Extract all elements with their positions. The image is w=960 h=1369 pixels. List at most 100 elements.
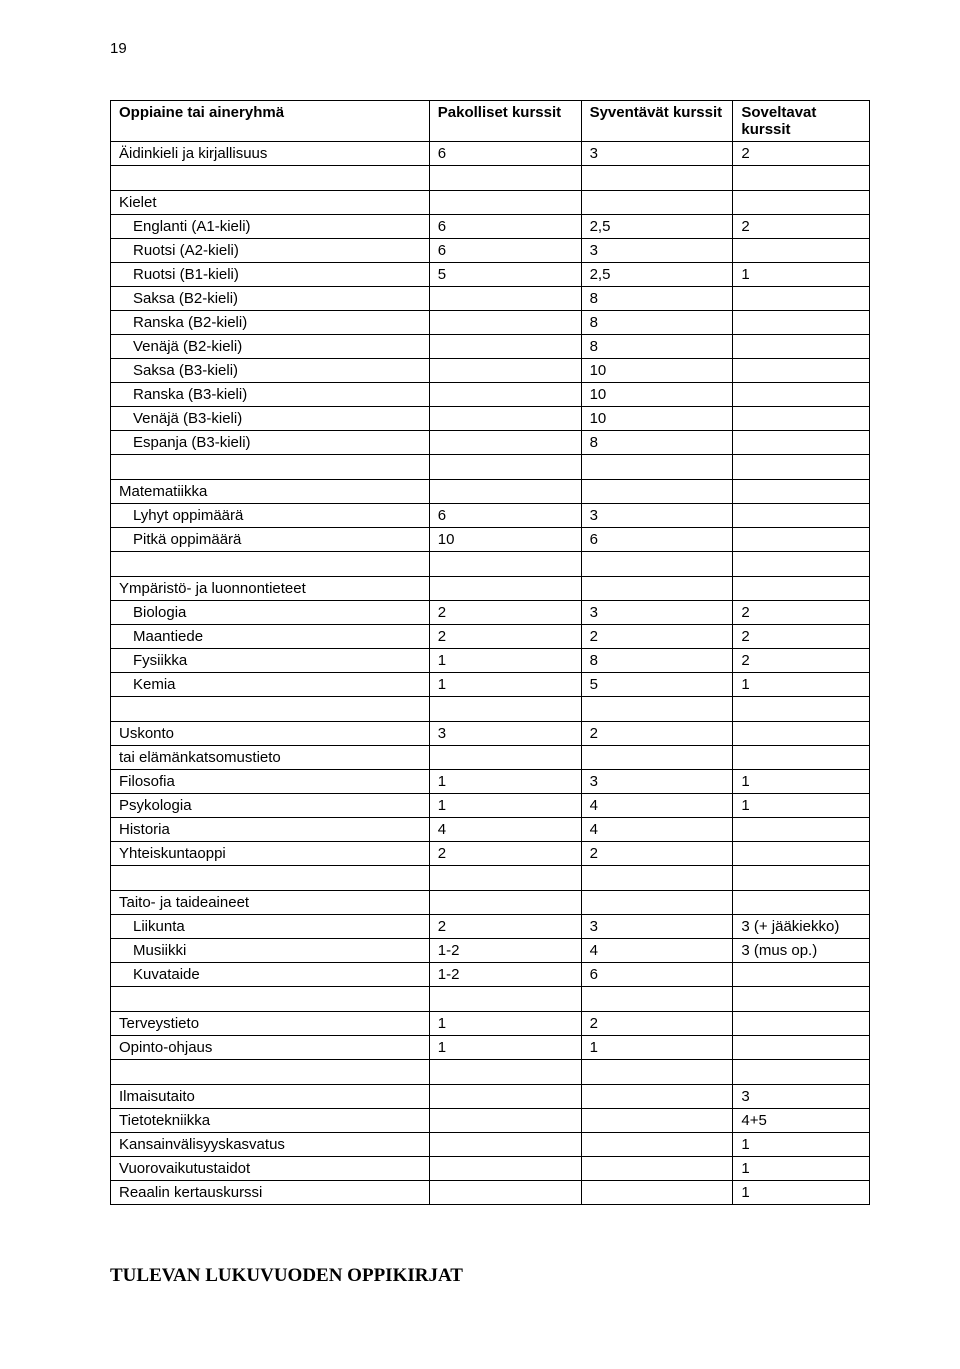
cell-mandatory: [429, 1085, 581, 1109]
table-row: Taito- ja taideaineet: [111, 891, 870, 915]
section-gap-row: [111, 1060, 870, 1085]
cell-subject: Filosofia: [111, 770, 430, 794]
cell-subject: Taito- ja taideaineet: [111, 891, 430, 915]
gap-cell: [733, 552, 870, 577]
cell-mandatory: 1: [429, 1012, 581, 1036]
section-gap-row: [111, 697, 870, 722]
gap-cell: [581, 455, 733, 480]
cell-applied: [733, 311, 870, 335]
table-row: Saksa (B2-kieli) 8: [111, 287, 870, 311]
cell-applied: 2: [733, 601, 870, 625]
cell-mandatory: 4: [429, 818, 581, 842]
gap-cell: [733, 455, 870, 480]
cell-advanced: 2: [581, 1012, 733, 1036]
gap-cell: [581, 1060, 733, 1085]
footer-heading: TULEVAN LUKUVUODEN OPPIKIRJAT: [110, 1265, 870, 1287]
table-row: Kuvataide1-26: [111, 963, 870, 987]
cell-subject: Uskonto: [111, 722, 430, 746]
cell-mandatory: 1: [429, 770, 581, 794]
cell-mandatory: [429, 1133, 581, 1157]
cell-advanced: [581, 1157, 733, 1181]
table-row: Ranska (B3-kieli)10: [111, 383, 870, 407]
table-row: Liikunta233 (+ jääkiekko): [111, 915, 870, 939]
gap-cell: [429, 166, 581, 191]
cell-applied: 1: [733, 1133, 870, 1157]
cell-advanced: 8: [581, 287, 733, 311]
cell-applied: [733, 1036, 870, 1060]
table-row: Historia44: [111, 818, 870, 842]
cell-subject: Kansainvälisyyskasvatus: [111, 1133, 430, 1157]
cell-mandatory: [429, 480, 581, 504]
table-row: Espanja (B3-kieli)8: [111, 431, 870, 455]
cell-mandatory: [429, 407, 581, 431]
cell-advanced: [581, 480, 733, 504]
table-row: Kielet: [111, 191, 870, 215]
section-gap-row: [111, 987, 870, 1012]
cell-applied: [733, 891, 870, 915]
cell-subject: Kuvataide: [111, 963, 430, 987]
cell-mandatory: 6: [429, 504, 581, 528]
col-applied: Soveltavat kurssit: [733, 101, 870, 142]
cell-advanced: 10: [581, 407, 733, 431]
table-row: Reaalin kertauskurssi1: [111, 1181, 870, 1205]
cell-subject: Ympäristö- ja luonnontieteet: [111, 577, 430, 601]
cell-subject: Venäjä (B2-kieli): [111, 335, 430, 359]
cell-advanced: 8: [581, 335, 733, 359]
cell-advanced: 2: [581, 842, 733, 866]
cell-subject: Tietotekniikka: [111, 1109, 430, 1133]
table-row: tai elämänkatsomustieto: [111, 746, 870, 770]
cell-applied: [733, 746, 870, 770]
gap-cell: [111, 987, 430, 1012]
col-mandatory: Pakolliset kurssit: [429, 101, 581, 142]
cell-advanced: 4: [581, 794, 733, 818]
table-row: Venäjä (B2-kieli) 8: [111, 335, 870, 359]
cell-subject: Saksa (B2-kieli): [111, 287, 430, 311]
gap-cell: [111, 1060, 430, 1085]
cell-applied: 1: [733, 1181, 870, 1205]
cell-subject: Opinto-ohjaus: [111, 1036, 430, 1060]
table-row: Terveystieto12: [111, 1012, 870, 1036]
cell-subject: Psykologia: [111, 794, 430, 818]
cell-subject: Matematiikka: [111, 480, 430, 504]
cell-subject: Biologia: [111, 601, 430, 625]
cell-applied: 1: [733, 794, 870, 818]
cell-applied: [733, 818, 870, 842]
cell-mandatory: [429, 335, 581, 359]
cell-advanced: 3: [581, 239, 733, 263]
col-subject: Oppiaine tai aineryhmä: [111, 101, 430, 142]
cell-mandatory: [429, 746, 581, 770]
cell-advanced: 3: [581, 601, 733, 625]
cell-advanced: 2: [581, 722, 733, 746]
cell-applied: [733, 480, 870, 504]
cell-applied: [733, 1012, 870, 1036]
cell-mandatory: [429, 287, 581, 311]
cell-mandatory: 2: [429, 842, 581, 866]
cell-applied: 2: [733, 625, 870, 649]
cell-applied: [733, 287, 870, 311]
cell-applied: [733, 335, 870, 359]
cell-subject: Ranska (B2-kieli): [111, 311, 430, 335]
table-row: Vuorovaikutustaidot1: [111, 1157, 870, 1181]
cell-advanced: [581, 191, 733, 215]
table-row: Ympäristö- ja luonnontieteet: [111, 577, 870, 601]
table-row: Ruotsi (B1-kieli)52,51: [111, 263, 870, 287]
cell-subject: Pitkä oppimäärä: [111, 528, 430, 552]
table-row: Filosofia131: [111, 770, 870, 794]
table-header-row: Oppiaine tai aineryhmä Pakolliset kurssi…: [111, 101, 870, 142]
table-row: Musiikki1-243 (mus op.): [111, 939, 870, 963]
table-row: Ruotsi (A2-kieli)63: [111, 239, 870, 263]
cell-subject: Venäjä (B3-kieli): [111, 407, 430, 431]
cell-subject: Englanti (A1-kieli): [111, 215, 430, 239]
cell-advanced: 8: [581, 649, 733, 673]
cell-advanced: [581, 1181, 733, 1205]
cell-mandatory: 1: [429, 794, 581, 818]
course-table: Oppiaine tai aineryhmä Pakolliset kurssi…: [110, 100, 870, 1205]
cell-mandatory: 1: [429, 1036, 581, 1060]
cell-subject: Historia: [111, 818, 430, 842]
cell-applied: [733, 359, 870, 383]
cell-advanced: 4: [581, 818, 733, 842]
table-header: Oppiaine tai aineryhmä Pakolliset kurssi…: [111, 101, 870, 142]
section-gap-row: [111, 552, 870, 577]
table-row: Kansainvälisyyskasvatus 1: [111, 1133, 870, 1157]
cell-applied: [733, 431, 870, 455]
